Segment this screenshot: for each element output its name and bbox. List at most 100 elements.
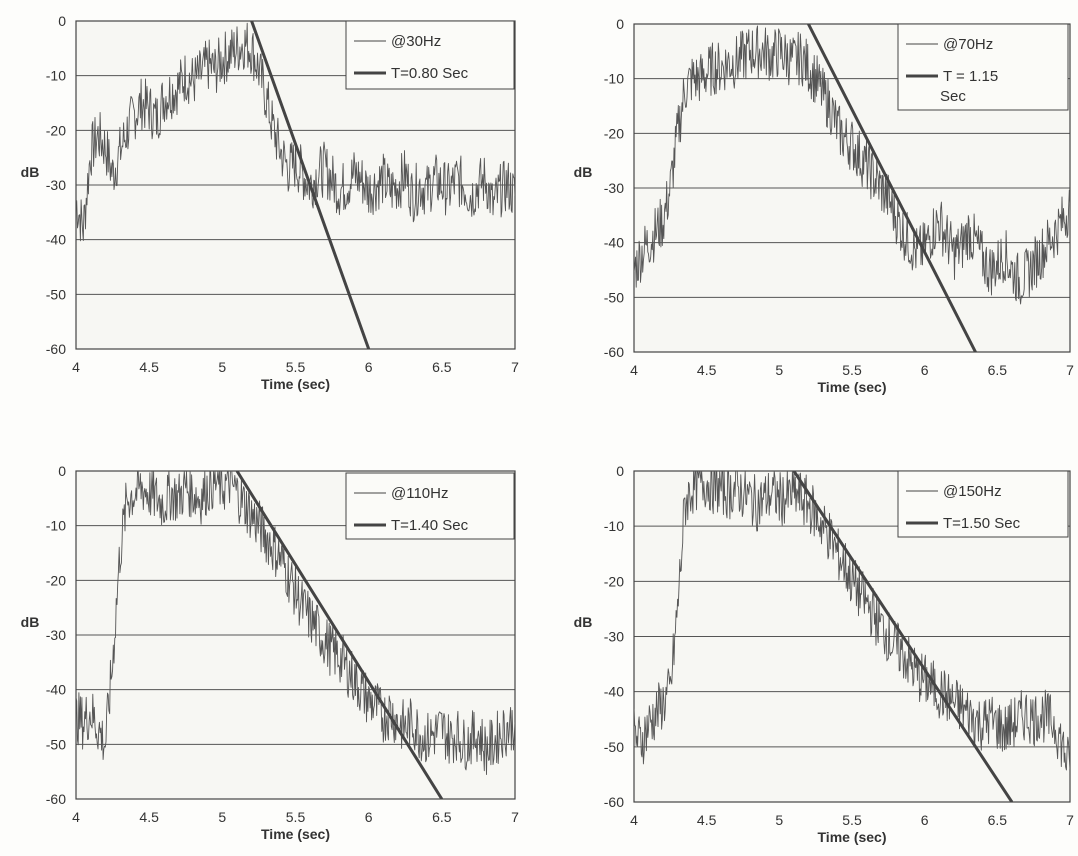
y-tick-label: -50 bbox=[604, 289, 624, 305]
legend-label: T=1.50 Sec bbox=[943, 515, 1021, 532]
legend-label: T=1.40 Sec bbox=[391, 517, 469, 534]
x-tick-label: 5 bbox=[775, 362, 783, 378]
legend-label: @110Hz bbox=[391, 485, 448, 502]
series-line-decay-fit bbox=[792, 471, 1014, 802]
chart-panel-4: 0 -10 -20 -30 -40 -50 -60 4 4.5 5 5.5 6 6.5 7 Time (se… bbox=[574, 463, 1074, 845]
y-tick-label: -10 bbox=[604, 518, 624, 534]
x-tick-label: 5 bbox=[218, 359, 226, 375]
x-axis-title: Time (sec) bbox=[818, 829, 887, 845]
y-tick-label: -50 bbox=[604, 739, 624, 755]
y-tick-label: -60 bbox=[46, 791, 66, 807]
y-tick-label: -20 bbox=[604, 573, 624, 589]
chart-panel-1: 0 -10 -20 -30 -40 -50 -60 4 4.5 5 5.5 6 6.5 7 Time (se… bbox=[21, 13, 519, 392]
legend-box bbox=[897, 23, 1069, 111]
y-tick-label: -10 bbox=[46, 68, 66, 84]
x-tick-label: 5 bbox=[775, 812, 783, 828]
x-tick-label: 4.5 bbox=[139, 359, 159, 375]
x-tick-label: 6 bbox=[921, 362, 929, 378]
y-tick-label: -40 bbox=[604, 684, 624, 700]
y-tick-label: -40 bbox=[46, 232, 66, 248]
chart-panel-3: 0 -10 -20 -30 -40 -50 -60 4 4.5 5 5.5 6 6.5 7 Time (se… bbox=[21, 463, 519, 842]
y-tick-label: -30 bbox=[604, 180, 624, 196]
series-line-decay-fit bbox=[235, 471, 444, 799]
x-tick-label: 6 bbox=[365, 359, 373, 375]
x-tick-label: 7 bbox=[511, 359, 519, 375]
y-tick-label: -30 bbox=[46, 177, 66, 193]
plot-border bbox=[633, 23, 1071, 353]
y-tick-label: -60 bbox=[604, 344, 624, 360]
x-tick-label: 4.5 bbox=[697, 362, 717, 378]
y-tick-label: -50 bbox=[46, 286, 66, 302]
legend-box bbox=[345, 20, 515, 90]
x-tick-label: 7 bbox=[1066, 362, 1074, 378]
x-tick-label: 6 bbox=[921, 812, 929, 828]
y-tick-label: -40 bbox=[46, 682, 66, 698]
y-tick-label: -60 bbox=[604, 794, 624, 810]
y-tick-label: -20 bbox=[46, 122, 66, 138]
series-group bbox=[76, 471, 515, 799]
legend-label-line: Sec bbox=[940, 88, 966, 105]
y-tick-label: -50 bbox=[46, 736, 66, 752]
legend-label: T=0.80 Sec bbox=[391, 65, 469, 82]
x-tick-label: 6.5 bbox=[432, 359, 452, 375]
legend-label: @70Hz bbox=[943, 36, 993, 53]
y-tick-label: -20 bbox=[604, 125, 624, 141]
legend-label: @30Hz bbox=[391, 33, 441, 50]
x-tick-label: 7 bbox=[1066, 812, 1074, 828]
x-tick-label: 6.5 bbox=[988, 812, 1008, 828]
x-tick-label: 5.5 bbox=[842, 812, 862, 828]
x-tick-label: 6 bbox=[365, 809, 373, 825]
x-tick-label: 5 bbox=[218, 809, 226, 825]
x-axis-title: Time (sec) bbox=[261, 826, 330, 842]
plot-border bbox=[75, 470, 516, 800]
series-group bbox=[76, 21, 515, 349]
y-tick-label: 0 bbox=[616, 16, 624, 32]
y-tick-label: -40 bbox=[604, 235, 624, 251]
legend-box bbox=[345, 472, 515, 540]
y-tick-label: -30 bbox=[46, 627, 66, 643]
x-tick-label: 4 bbox=[630, 362, 638, 378]
x-tick-label: 7 bbox=[511, 809, 519, 825]
x-axis-title: Time (sec) bbox=[818, 379, 887, 395]
series-line-decay-fit bbox=[250, 21, 371, 349]
y-tick-label: -30 bbox=[604, 629, 624, 645]
x-tick-label: 5.5 bbox=[286, 359, 306, 375]
x-tick-label: 6.5 bbox=[988, 362, 1008, 378]
series-line-measured bbox=[634, 25, 1070, 305]
y-tick-label: -10 bbox=[46, 518, 66, 534]
legend-label-line: T = 1.15 bbox=[943, 68, 998, 85]
series-group bbox=[634, 471, 1070, 802]
legend-box bbox=[897, 470, 1069, 538]
legend: @110Hz T=1.40 Sec bbox=[345, 472, 515, 540]
legend: @70Hz T = 1.15 Sec bbox=[897, 23, 1069, 111]
x-tick-label: 6.5 bbox=[432, 809, 452, 825]
y-tick-label: 0 bbox=[616, 463, 624, 479]
y-axis-title: dB bbox=[574, 164, 593, 180]
legend: @30Hz T=0.80 Sec bbox=[345, 20, 515, 90]
plot-border bbox=[633, 470, 1071, 803]
x-tick-label: 4 bbox=[72, 359, 80, 375]
y-tick-label: 0 bbox=[58, 463, 66, 479]
y-axis-title: dB bbox=[21, 164, 40, 180]
series-group bbox=[634, 24, 1070, 352]
chart-panel-2: 0 -10 -20 -30 -40 -50 -60 4 4.5 5 5.5 6 6.5 7 Time (se… bbox=[574, 16, 1074, 395]
x-tick-label: 4 bbox=[72, 809, 80, 825]
x-tick-label: 4 bbox=[630, 812, 638, 828]
y-axis-title: dB bbox=[21, 614, 40, 630]
x-tick-label: 4.5 bbox=[139, 809, 159, 825]
legend: @150Hz T=1.50 Sec bbox=[897, 470, 1069, 538]
y-axis-title: dB bbox=[574, 614, 593, 630]
legend-label: T = 1.15 Sec bbox=[940, 68, 998, 105]
y-tick-label: -60 bbox=[46, 341, 66, 357]
series-line-decay-fit bbox=[807, 24, 977, 352]
series-line-measured bbox=[634, 471, 1070, 771]
x-tick-label: 5.5 bbox=[286, 809, 306, 825]
x-axis-title: Time (sec) bbox=[261, 376, 330, 392]
y-tick-label: -20 bbox=[46, 572, 66, 588]
y-tick-label: 0 bbox=[58, 13, 66, 29]
legend-label: @150Hz bbox=[943, 483, 1002, 500]
x-tick-label: 4.5 bbox=[697, 812, 717, 828]
y-tick-label: -10 bbox=[604, 71, 624, 87]
